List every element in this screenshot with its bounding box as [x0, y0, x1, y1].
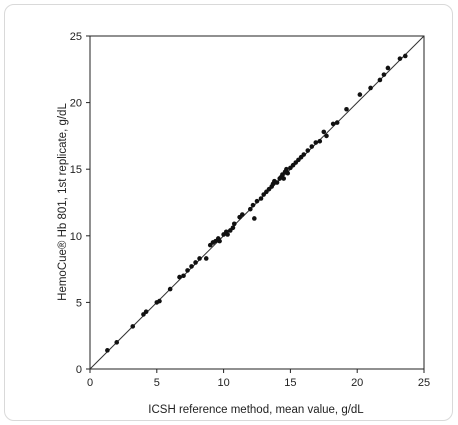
data-point — [309, 144, 315, 149]
data-point — [357, 92, 363, 97]
data-point — [231, 221, 237, 227]
data-point — [177, 274, 182, 280]
chart-card — [4, 4, 453, 421]
data-point — [217, 238, 222, 244]
data-point — [114, 340, 120, 345]
data-point — [167, 286, 173, 292]
data-point — [258, 196, 264, 201]
data-point — [130, 324, 136, 329]
plot-frame — [89, 35, 425, 370]
data-point — [368, 85, 373, 91]
data-point — [225, 232, 230, 237]
data-point — [281, 176, 287, 181]
data-point — [305, 148, 311, 153]
y-tick-label: 0 — [76, 364, 82, 376]
x-axis-label: ICSH reference method, mean value, g/dL — [148, 404, 364, 416]
y-axis-label: HemoCue® Hb 801, 1st replicate, g/dL — [57, 103, 69, 301]
data-point — [284, 166, 289, 172]
data-point — [203, 256, 209, 261]
data-point — [402, 53, 408, 59]
axis-ticks: 0 5 10 15 20 25 0 5 10 15 20 25 — [70, 31, 430, 389]
x-tick-label: 15 — [284, 377, 296, 389]
data-point — [274, 180, 280, 185]
data-point — [185, 268, 190, 273]
plot-area-border — [89, 35, 425, 370]
x-tick-label: 5 — [154, 377, 160, 389]
data-point — [181, 273, 186, 279]
x-tick-label: 25 — [418, 377, 430, 389]
data-point — [252, 216, 257, 221]
y-tick-label: 25 — [70, 31, 82, 43]
data-point — [240, 212, 245, 217]
y-tick-label: 5 — [76, 297, 82, 309]
data-point — [197, 256, 202, 261]
x-tick-label: 20 — [351, 377, 363, 389]
data-point — [230, 225, 236, 231]
data-point — [193, 260, 198, 265]
data-point — [105, 348, 110, 353]
data-point — [157, 298, 162, 304]
data-point — [189, 264, 194, 269]
data-point — [397, 56, 403, 61]
data-point — [381, 72, 387, 77]
data-point — [143, 309, 149, 315]
x-tick-label: 0 — [87, 377, 93, 389]
data-point — [317, 138, 323, 144]
data-point — [313, 140, 319, 145]
data-point — [324, 133, 329, 139]
data-point — [344, 106, 349, 112]
data-point — [385, 65, 391, 71]
data-point — [330, 121, 336, 127]
data-point — [334, 120, 340, 125]
data-point — [250, 202, 256, 208]
data-point — [254, 198, 260, 204]
data-point — [377, 77, 383, 83]
x-tick-label: 10 — [217, 377, 229, 389]
y-tick-label: 10 — [70, 231, 82, 243]
data-point — [321, 129, 327, 135]
data-points — [105, 53, 408, 353]
y-tick-label: 15 — [70, 164, 82, 176]
data-point — [248, 206, 253, 212]
data-point — [301, 152, 307, 157]
y-tick-label: 20 — [70, 98, 82, 110]
data-point — [285, 170, 291, 176]
